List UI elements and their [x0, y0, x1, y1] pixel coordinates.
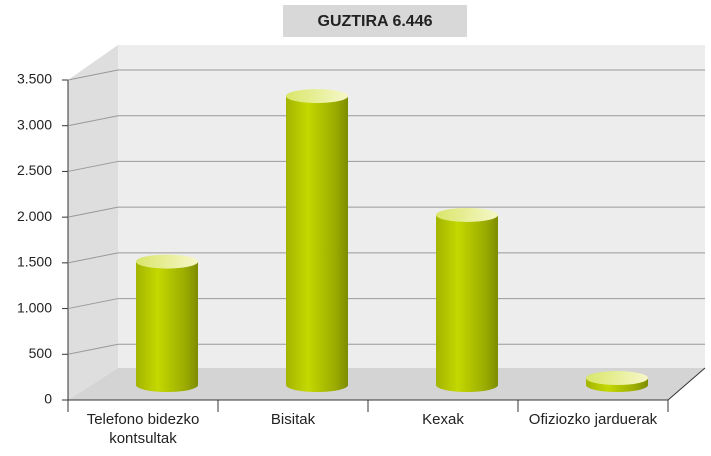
y-tick-label: 3.500 — [17, 71, 52, 87]
grid-line — [67, 298, 119, 310]
bar-cap — [286, 89, 348, 104]
y-tick-label: 1.500 — [17, 254, 52, 270]
y-tick-label: 500 — [29, 345, 53, 361]
bar-cap — [436, 207, 498, 222]
y-tick-label: 0 — [44, 391, 52, 407]
bar-body — [136, 261, 198, 392]
floor-edge — [667, 367, 706, 401]
floor — [68, 368, 705, 400]
y-tick-label: 2.000 — [17, 208, 52, 224]
grid-line — [67, 115, 119, 127]
y-tick-label: 3.000 — [17, 116, 52, 132]
bar — [136, 254, 198, 392]
bar — [586, 371, 648, 392]
grid-line — [67, 252, 119, 264]
bar-cap — [586, 371, 648, 386]
x-tick-label: Bisitak — [270, 411, 316, 428]
side-wall — [68, 45, 118, 400]
y-tick-label: 1.000 — [17, 299, 52, 315]
grid-line — [67, 69, 119, 81]
x-tick-label: Kexak — [422, 411, 464, 428]
grid-line — [67, 343, 119, 355]
bar-body — [286, 96, 348, 392]
x-tick-label: Ofiziozko jarduerak — [528, 411, 658, 428]
bar — [436, 207, 498, 392]
bar-cap — [136, 254, 198, 269]
grid-line — [67, 160, 119, 172]
y-tick-label: 2.500 — [17, 162, 52, 178]
chart-title: GUZTIRA 6.446 — [318, 13, 433, 30]
grid-line — [67, 206, 119, 218]
title-box — [283, 5, 467, 37]
back-wall — [118, 45, 705, 368]
x-tick-label: Telefono bidezko kontsultak — [86, 411, 200, 447]
bar-body — [436, 214, 498, 392]
bar — [286, 89, 348, 392]
